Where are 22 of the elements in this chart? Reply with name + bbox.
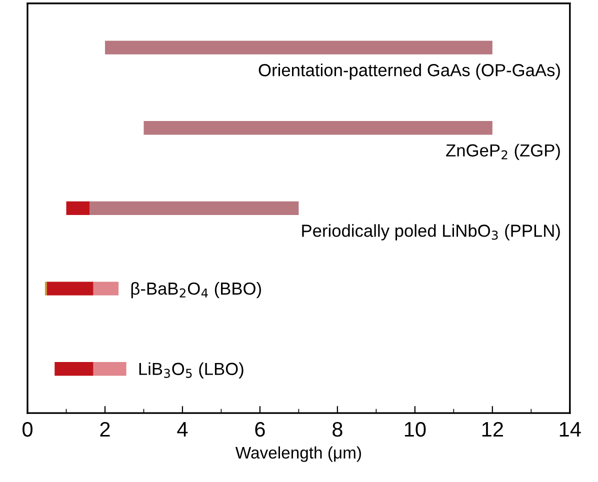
bar bbox=[144, 121, 492, 135]
x-tick-label: 12 bbox=[482, 422, 503, 437]
x-tick-label: 10 bbox=[404, 422, 426, 437]
x-tick-label: 6 bbox=[255, 422, 265, 437]
bar bbox=[104, 40, 492, 54]
bar bbox=[66, 201, 90, 216]
x-tick-label: 14 bbox=[560, 422, 581, 437]
x-tick-label: 8 bbox=[332, 422, 342, 437]
y-tick-label: β-BaB$_{2}$O$_{4}$ (BBO) bbox=[131, 282, 261, 298]
bar bbox=[93, 362, 126, 376]
bar bbox=[89, 201, 299, 216]
bar bbox=[93, 282, 119, 296]
x-tick-label: 4 bbox=[177, 422, 188, 437]
x-tick-label: 0 bbox=[22, 422, 32, 437]
x-axis-title: Wavelength (μm) bbox=[235, 446, 361, 462]
y-tick-label: ZnGeP$_{2}$ (ZGP) bbox=[446, 144, 560, 160]
x-tick-label: 2 bbox=[100, 422, 110, 437]
y-tick-label: Periodically poled LiNbO$_{3}$ (PPLN) bbox=[302, 224, 560, 240]
bar bbox=[54, 362, 94, 376]
y-tick-label: LiB$_{3}$O$_{5}$ (LBO) bbox=[139, 362, 244, 379]
y-tick-label: Orientation-patterned GaAs (OP-GaAs) bbox=[258, 64, 560, 80]
bar bbox=[46, 282, 94, 296]
